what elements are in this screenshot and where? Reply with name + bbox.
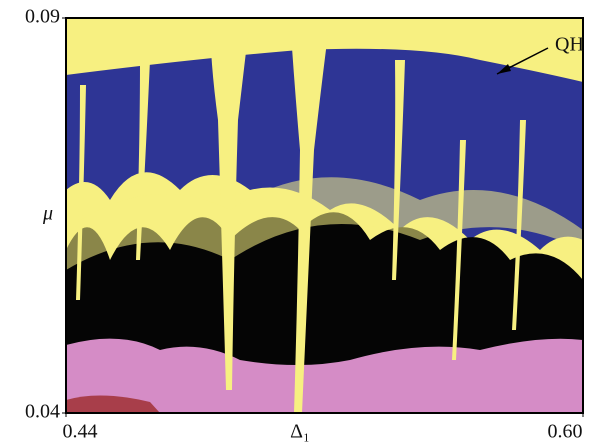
y-tick-label: 0.09	[25, 6, 60, 28]
yellow-streak	[210, 18, 250, 390]
y-axis-label: μ	[42, 203, 53, 225]
parameter-map	[66, 18, 583, 413]
plot-frame	[65, 17, 584, 414]
x-axis-label: Δ₁	[290, 421, 310, 443]
yellow-mixing	[66, 177, 583, 270]
x-tick-label: 0.60	[548, 421, 583, 443]
y-tick-label: 0.04	[25, 401, 60, 423]
annotation: QH	[555, 34, 584, 56]
x-tick-label: 0.44	[63, 421, 98, 443]
arrow-head	[497, 64, 511, 74]
red-speckle	[66, 395, 160, 413]
